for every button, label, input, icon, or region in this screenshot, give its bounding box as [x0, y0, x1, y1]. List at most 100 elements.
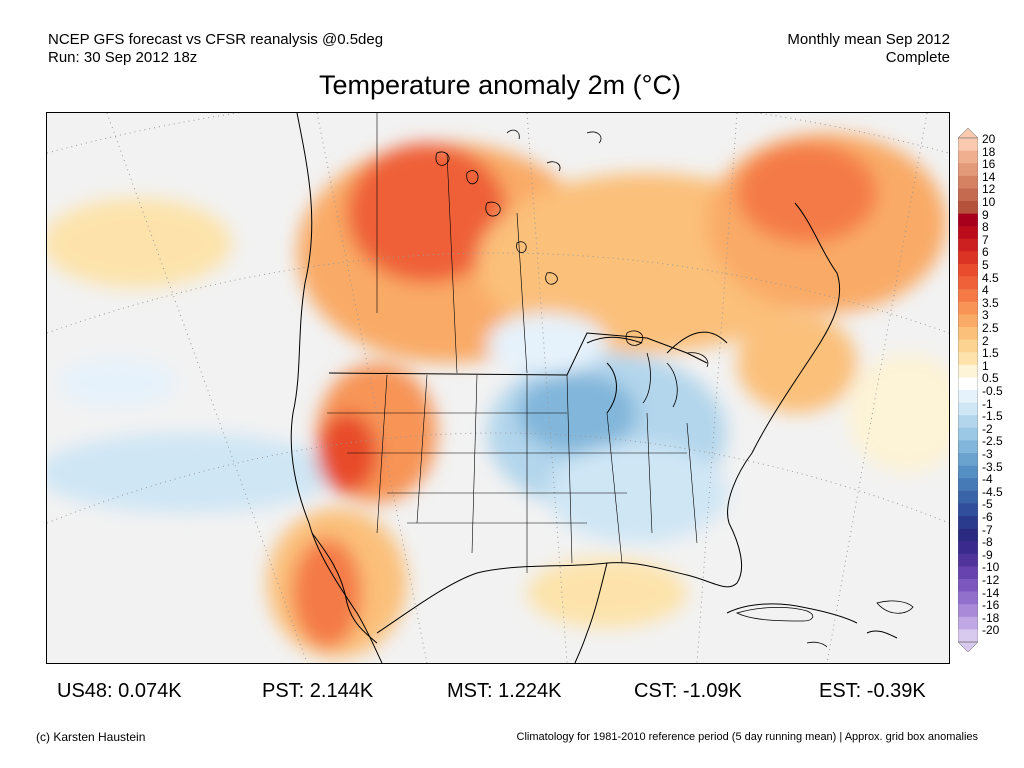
colorbar-label: 9: [982, 207, 989, 222]
colorbar-label: 18: [982, 144, 996, 159]
colorbar-swatch: [958, 453, 978, 466]
colorbar-swatch: [958, 427, 978, 441]
colorbar-label: 1.5: [982, 346, 999, 361]
colorbar-label: 20: [982, 132, 996, 146]
colorbar-swatch: [958, 390, 978, 403]
colorbar-label: -4: [982, 472, 993, 487]
colorbar-label: -3.5: [982, 459, 1003, 474]
colorbar-swatch: [958, 541, 978, 555]
colorbar-swatch: [958, 327, 978, 340]
model-description: NCEP GFS forecast vs CFSR reanalysis @0.…: [48, 31, 384, 48]
colorbar-swatch: [958, 339, 978, 353]
colorbar-label: 16: [982, 157, 996, 172]
colorbar-label: 8: [982, 220, 989, 235]
colorbar-swatch: [958, 138, 978, 151]
stat-us48: US48: 0.074K: [57, 680, 182, 702]
stat-mst: MST: 1.224K: [447, 680, 562, 702]
coastlines: [290, 113, 898, 663]
colorbar-swatch: [958, 528, 978, 542]
colorbar-swatch: [958, 490, 978, 504]
colorbar-label: -20: [982, 623, 1000, 638]
colorbar-outline: [958, 137, 978, 643]
map-canvas: [47, 113, 949, 663]
map-title: Temperature anomaly 2m (°C): [319, 70, 681, 100]
climatology-note: Climatology for 1981-2010 reference peri…: [516, 731, 978, 743]
colorbar-label: 0.5: [982, 371, 999, 386]
colorbar-label: -5: [982, 497, 993, 512]
colorbar-swatch: [958, 377, 978, 391]
caribbean-islands: [735, 600, 914, 648]
colorbar-swatch: [958, 163, 978, 177]
colorbar-swatch: [958, 516, 978, 529]
colorbar-label: 4: [982, 283, 989, 298]
header-left: NCEP GFS forecast vs CFSR reanalysis @0.…: [48, 31, 383, 67]
colorbar-swatch: [958, 175, 978, 189]
colorbar-label: -3: [982, 447, 993, 461]
period-label: Monthly mean Sep 2012: [787, 31, 950, 48]
colorbar-swatch: [958, 150, 978, 164]
colorbar-label: -9: [982, 547, 993, 562]
colorbar-swatch: [958, 629, 978, 643]
colorbar-swatch: [958, 301, 978, 315]
colorbar-swatch: [958, 226, 978, 240]
run-time: Run: 30 Sep 2012 18z: [48, 49, 198, 66]
colorbar-label: -18: [982, 610, 1000, 625]
colorbar-label: 5: [982, 258, 989, 272]
colorbar-label: 2: [982, 333, 989, 348]
header-right: Monthly mean Sep 2012 Complete: [787, 31, 950, 67]
lakes: [435, 129, 709, 408]
colorbar-label: -4.5: [982, 484, 1003, 499]
colorbar-bottom-arrow: [958, 641, 978, 652]
colorbar-label: 7: [982, 232, 989, 247]
colorbar-label: 12: [982, 182, 996, 197]
colorbar-label: -7: [982, 522, 993, 537]
state-borders: [327, 113, 698, 573]
colorbar-swatch: [958, 553, 978, 567]
colorbar-swatch: [958, 591, 978, 605]
colorbar-label: -1: [982, 396, 993, 411]
colorbar-swatch: [958, 566, 978, 580]
colorbar-swatch: [958, 364, 978, 378]
colorbar-label: 3.5: [982, 295, 999, 310]
colorbar-label: -2: [982, 421, 993, 436]
colorbar-label: -0.5: [982, 384, 1003, 398]
colorbar-label: -8: [982, 535, 993, 550]
colorbar-top-arrow: [958, 128, 978, 139]
colorbar-swatch: [958, 579, 978, 592]
stat-est: EST: -0.39K: [819, 680, 926, 702]
colorbar-swatch: [958, 604, 978, 618]
colorbar-label: -10: [982, 560, 1000, 575]
colorbar-swatch: [958, 238, 978, 252]
anomaly-map: [46, 112, 950, 664]
colorbar-swatch: [958, 440, 978, 454]
colorbar-swatch: [958, 188, 978, 202]
colorbar-swatch: [958, 201, 978, 214]
colorbar-label: 2.5: [982, 321, 999, 335]
colorbar-swatch: [958, 352, 978, 366]
colorbar-swatch: [958, 478, 978, 492]
status-label: Complete: [885, 49, 950, 66]
colorbar-swatch: [958, 213, 978, 227]
colorbar-label: 14: [982, 169, 996, 184]
colorbar-label: -12: [982, 573, 1000, 587]
colorbar-swatch: [958, 251, 978, 265]
colorbar-label: 10: [982, 195, 996, 209]
colorbar-swatch: [958, 503, 978, 517]
colorbar-label: 4.5: [982, 270, 999, 285]
colorbar-swatch: [958, 415, 978, 429]
graticule: [47, 113, 949, 663]
colorbar-swatch: [958, 402, 978, 416]
colorbar-swatch: [958, 276, 978, 290]
colorbar-label: -2.5: [982, 434, 1003, 449]
colorbar-swatch: [958, 465, 978, 479]
colorbar-label: -1.5: [982, 409, 1003, 424]
colorbar-label: 1: [982, 358, 989, 373]
colorbar-label: 6: [982, 245, 989, 260]
colorbar-swatch: [958, 616, 978, 630]
colorbar-swatch: [958, 314, 978, 328]
credit-text: (c) Karsten Haustein: [36, 730, 146, 744]
colorbar-label: -16: [982, 598, 1000, 613]
stat-cst: CST: -1.09K: [634, 680, 742, 702]
colorbar-label: -14: [982, 585, 1000, 600]
colorbar-swatch: [958, 264, 978, 277]
